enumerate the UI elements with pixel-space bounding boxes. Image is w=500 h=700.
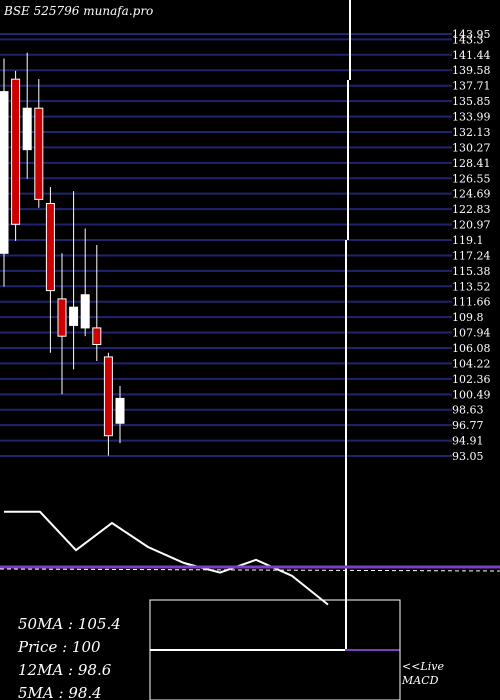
y-tick-label: 141.44	[452, 49, 491, 62]
candle-body	[45, 203, 55, 292]
candle-body	[92, 327, 102, 345]
candle-body	[80, 294, 90, 329]
y-tick-label: 94.91	[452, 435, 484, 448]
candle-body	[22, 107, 32, 151]
ma12-label: 12MA : 98.6	[18, 661, 112, 679]
y-tick-label: 98.63	[452, 404, 484, 417]
y-tick-label: 117.24	[452, 249, 491, 262]
candle-body	[34, 107, 44, 200]
y-tick-label: 113.52	[452, 280, 491, 293]
live-label: <<Live	[402, 660, 444, 673]
y-tick-label: 122.83	[452, 203, 491, 216]
y-tick-label: 143.95	[452, 28, 491, 41]
info-box	[149, 599, 401, 700]
y-tick-label: 130.27	[452, 141, 491, 154]
macd-zero-line	[0, 568, 500, 572]
y-tick-label: 124.69	[452, 188, 491, 201]
y-tick-label: 93.05	[452, 450, 484, 463]
y-tick-label: 120.97	[452, 219, 491, 232]
y-tick-label: 102.36	[452, 373, 491, 386]
y-tick-label: 137.71	[452, 80, 491, 93]
y-tick-label: 128.41	[452, 157, 491, 170]
ma5-label: 5MA : 98.4	[18, 684, 102, 700]
ma50-label: 50MA : 105.4	[18, 615, 121, 633]
chart-title: BSE 525796 munafa.pro	[3, 4, 153, 18]
y-tick-label: 111.66	[452, 296, 491, 309]
candle-body	[11, 78, 21, 225]
macd-line	[4, 510, 329, 606]
y-tick-label: 100.49	[452, 388, 491, 401]
candle-body	[115, 397, 125, 424]
y-tick-label: 115.38	[452, 265, 491, 278]
macd-panel	[0, 510, 500, 651]
candle-body	[69, 306, 79, 326]
y-tick-label: 139.58	[452, 64, 491, 77]
macd-label: MACD	[401, 674, 439, 687]
y-tick-label: 107.94	[452, 327, 491, 340]
price-gridlines	[0, 33, 452, 457]
y-tick-label: 143.3	[452, 33, 484, 46]
y-tick-label: 106.08	[452, 342, 491, 355]
y-tick-label: 96.77	[452, 419, 484, 432]
candlesticks	[0, 0, 351, 650]
y-tick-label: 135.85	[452, 95, 491, 108]
y-tick-label: 133.99	[452, 111, 491, 124]
y-tick-label: 104.22	[452, 357, 491, 370]
candle-body	[103, 356, 113, 437]
y-tick-label: 119.1	[452, 234, 484, 247]
price-label: Price : 100	[17, 638, 101, 656]
candle-body	[0, 91, 9, 254]
candle-body	[57, 298, 67, 337]
y-tick-label: 132.13	[452, 126, 491, 139]
y-tick-label: 109.8	[452, 311, 484, 324]
y-tick-label: 126.55	[452, 172, 491, 185]
